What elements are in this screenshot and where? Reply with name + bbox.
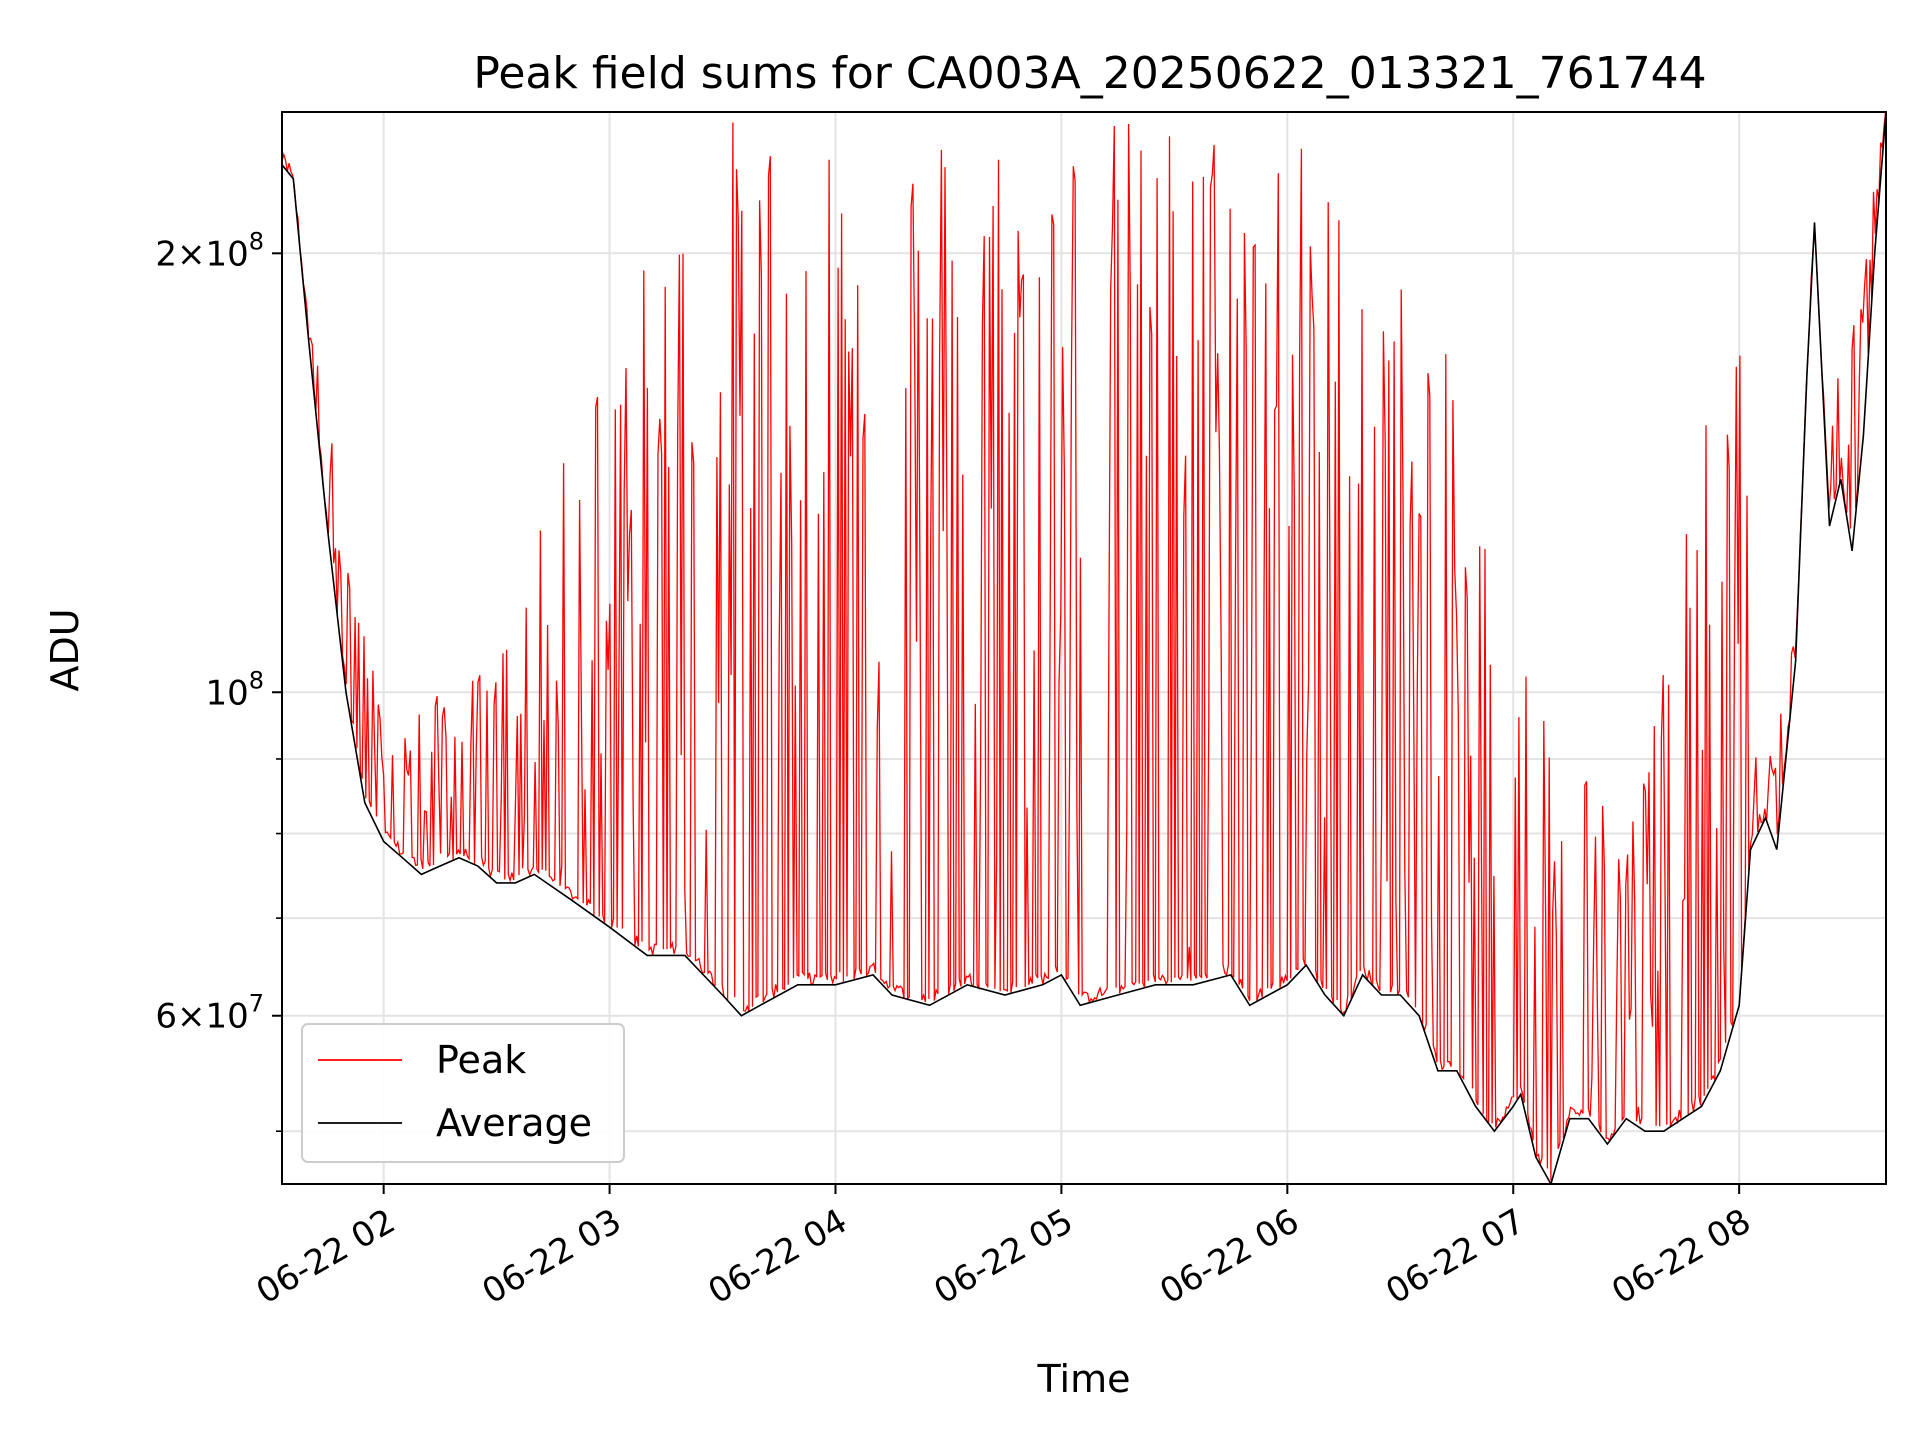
plot-frame <box>281 111 1887 1185</box>
chart-title: Peak field sums for CA003A_20250622_0133… <box>473 48 1706 99</box>
legend-label-average: Average <box>436 1101 592 1145</box>
legend-box <box>301 1023 625 1163</box>
average-series-line <box>282 112 1886 1184</box>
y-tick-label: 6×107 <box>155 990 264 1037</box>
y-axis-label: ADU <box>43 608 87 691</box>
peak-series-line <box>282 112 1886 1181</box>
y-tick-label: 2×108 <box>155 227 264 274</box>
x-axis-label: Time <box>1037 1357 1131 1401</box>
legend: Peak Average <box>301 1023 625 1163</box>
legend-label-peak: Peak <box>436 1038 526 1082</box>
plot-series <box>282 112 1886 1184</box>
